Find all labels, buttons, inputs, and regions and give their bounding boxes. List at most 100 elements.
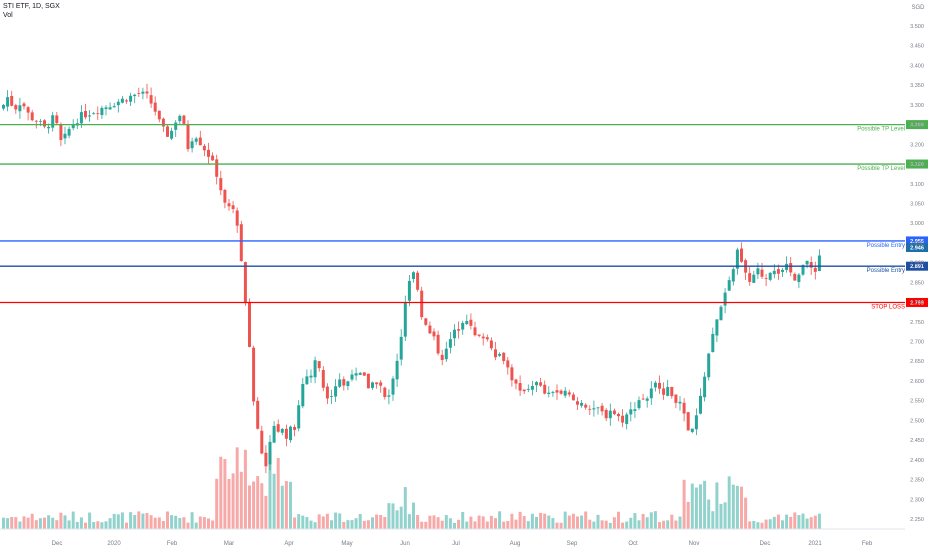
volume-bar	[793, 512, 797, 529]
volume-bar	[34, 520, 38, 529]
volume-bar	[686, 501, 690, 529]
candle-body	[781, 269, 784, 272]
candle-body	[453, 329, 456, 339]
volume-bar	[215, 478, 219, 529]
volume-bar	[239, 471, 243, 529]
volume-bar	[43, 517, 46, 529]
volume-bar	[781, 520, 784, 529]
candle-body	[227, 203, 231, 207]
volume-bar	[633, 513, 637, 529]
candle-body	[325, 386, 329, 399]
candle-body	[26, 107, 30, 113]
volume-bar	[84, 522, 87, 529]
candle-body	[116, 101, 120, 106]
candle-body	[403, 302, 407, 337]
candle-body	[809, 262, 813, 268]
volume-bar	[694, 487, 698, 529]
volume-bar	[776, 514, 780, 529]
candle-body	[305, 376, 309, 385]
x-tick-label: Apr	[284, 541, 293, 547]
volume-bar	[71, 511, 75, 529]
volume-bar	[362, 520, 366, 529]
candle-body	[391, 378, 395, 395]
y-tick-label: 2.800	[910, 300, 924, 306]
volume-bar	[379, 515, 383, 529]
y-tick-label: 3.150	[910, 162, 924, 168]
candle-body	[55, 115, 59, 124]
volume-bar	[711, 511, 715, 529]
volume-bar	[596, 514, 600, 529]
volume-bar	[448, 518, 452, 529]
candle-body	[489, 340, 493, 349]
volume-bar	[342, 521, 346, 529]
candle-body	[342, 379, 346, 386]
volume-bar	[243, 449, 247, 529]
volume-bar	[813, 515, 817, 529]
candle-body	[371, 382, 374, 388]
candle-body	[629, 409, 633, 415]
candle-body	[34, 120, 38, 122]
volume-bar	[457, 519, 461, 529]
volume-bar	[502, 521, 506, 529]
candle-body	[772, 270, 776, 275]
volume-bar	[264, 495, 268, 529]
candle-body	[18, 105, 22, 112]
volume-bar	[161, 520, 165, 529]
level-badge-text: 3.250	[910, 123, 924, 129]
y-tick-label: 2.250	[910, 517, 924, 523]
level-badge	[906, 120, 928, 130]
volume-bar	[149, 515, 153, 529]
x-tick-label: Jun	[400, 541, 410, 547]
y-tick-label: 2.500	[910, 418, 924, 424]
candle-body	[10, 96, 14, 106]
candle-body	[301, 383, 305, 407]
candle-body	[100, 107, 104, 116]
volume-bar	[649, 512, 653, 529]
candle-body	[756, 268, 760, 275]
volume-bar	[715, 482, 719, 529]
candle-body	[748, 273, 752, 282]
candle-body	[338, 379, 342, 387]
level-label: Possible TP Level	[857, 166, 905, 172]
y-tick-label: 2.650	[910, 359, 924, 365]
level-badge	[906, 159, 928, 169]
volume-bar	[391, 503, 395, 529]
candle-body	[420, 290, 424, 318]
volume-bar	[219, 456, 223, 529]
candle-body	[621, 415, 625, 423]
candle-body	[580, 402, 584, 406]
volume-bar	[555, 522, 559, 529]
volume-bar	[22, 516, 26, 529]
candle-body	[817, 255, 821, 272]
volume-bar	[403, 487, 407, 529]
level-label: Possible Entry	[867, 268, 905, 274]
candle-body	[477, 334, 481, 336]
volume-bar	[748, 521, 752, 529]
candle-body	[207, 149, 210, 157]
volume-bar	[785, 514, 789, 529]
candle-body	[194, 138, 198, 142]
y-tick-label: 2.400	[910, 458, 924, 464]
volume-bar	[202, 517, 206, 529]
candle-body	[264, 452, 268, 467]
y-tick-label: 3.250	[910, 123, 924, 129]
volume-bar	[112, 513, 116, 529]
volume-bar	[67, 520, 71, 529]
volume-bar	[625, 521, 629, 529]
candle-body	[465, 320, 469, 325]
volume-bar	[621, 522, 625, 529]
candle-body	[235, 210, 239, 226]
volume-bar	[346, 520, 350, 529]
y-tick-label: 3.000	[910, 221, 924, 227]
candle-body	[776, 269, 780, 274]
candle-body	[202, 145, 206, 151]
candle-body	[510, 367, 514, 381]
candle-body	[387, 395, 391, 397]
volume-bar	[756, 522, 760, 529]
volume-bar	[805, 518, 809, 529]
candle-body	[678, 401, 682, 404]
y-tick-label: 3.400	[910, 63, 924, 69]
candle-body	[530, 385, 534, 390]
volume-bar	[248, 485, 251, 529]
